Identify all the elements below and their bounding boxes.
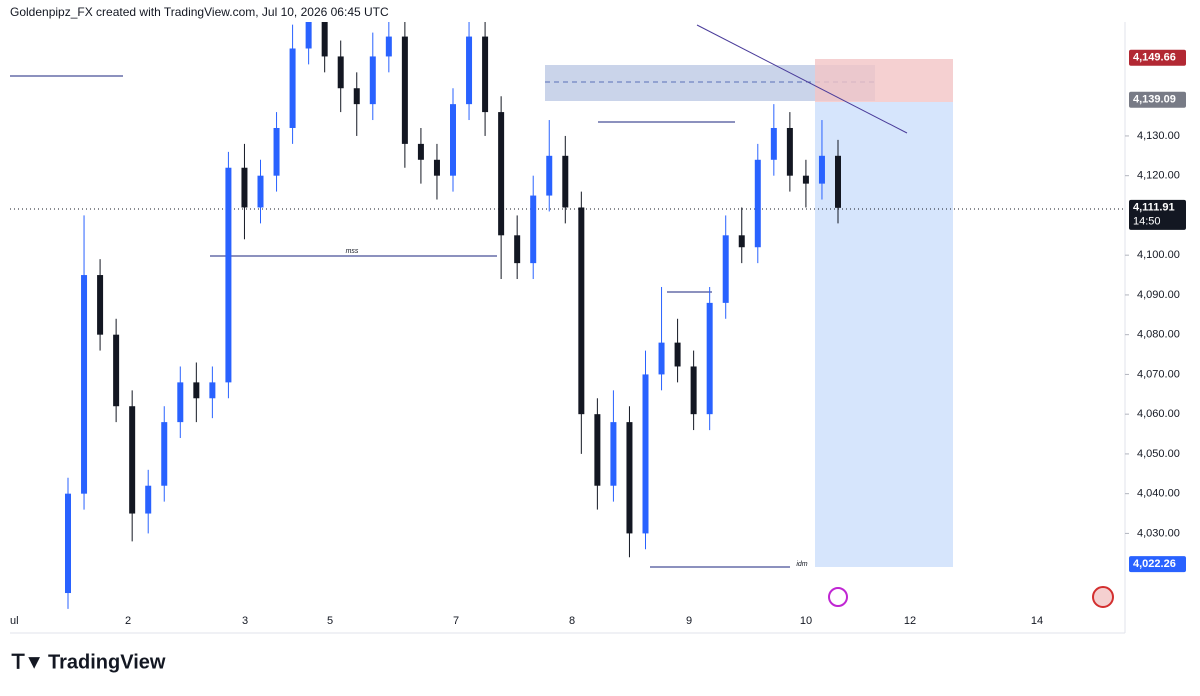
price-label-box [1129,199,1186,230]
candle-body [690,366,697,415]
price-label: 4,139.09 [1133,94,1176,106]
header-title: Goldenpipz_FX created with TradingView.c… [10,5,389,19]
price-label: 4,111.91 [1133,202,1175,214]
candle-body [193,382,200,399]
candle-body [305,22,312,49]
candle-body [466,36,473,105]
y-tick-label: 4,130.00 [1137,130,1180,142]
drawings [10,24,908,568]
y-tick-label: 4,120.00 [1137,170,1180,182]
price-label: 4,149.66 [1133,52,1176,64]
candle-body [417,143,424,160]
candle-body [97,275,104,335]
candle-body [273,127,280,176]
candle-body [321,22,328,57]
y-tick-label: 4,050.00 [1137,448,1180,460]
candle-body [610,422,617,486]
y-tick-label: 4,070.00 [1137,368,1180,380]
y-tick-label: 4,040.00 [1137,488,1180,500]
candle-body [369,56,376,105]
candle-body [337,56,344,89]
candle-body [546,155,553,196]
candle-body [562,155,569,208]
candle-body [578,207,585,415]
candle-body [289,48,296,128]
annotation: idm [796,561,807,568]
annotation: mss [346,248,359,255]
candle-body [722,235,729,303]
candle-body [113,334,120,407]
x-tick-label: 5 [327,615,333,627]
x-tick-label: 9 [686,615,692,627]
candle-body [802,175,809,184]
candle-body [754,159,761,248]
y-tick-label: 4,060.00 [1137,408,1180,420]
candle-body [257,175,264,208]
footer-logo: ꓔ▼ [11,651,44,673]
candle-body [385,36,392,57]
candle-body [530,195,537,264]
candle-body [514,235,521,264]
x-tick-label: 2 [125,615,131,627]
candle-body [209,382,216,399]
y-tick-label: 4,080.00 [1137,329,1180,341]
candle-body [129,406,136,514]
candle-body [738,235,745,248]
candles [65,22,841,609]
countdown: 14:50 [1133,216,1161,228]
y-tick-label: 4,100.00 [1137,249,1180,261]
event-icon[interactable] [828,587,848,607]
x-tick-label: 8 [569,615,575,627]
zones [545,59,953,567]
price-label-box [1129,49,1186,66]
price-label-box [1129,556,1186,573]
candle-body [161,422,168,486]
candle-body [642,374,649,534]
candle-body [450,104,456,176]
candle-body [626,422,633,534]
candle-body [658,342,665,375]
price-label: 4,022.26 [1133,558,1176,570]
x-tick-label: 10 [800,615,812,627]
x-tick-label: 3 [242,615,248,627]
candle-body [145,485,152,514]
x-tick-label: ul [10,615,19,627]
price-label-box [1129,91,1186,108]
candle-body [401,36,408,144]
candle-body [177,382,184,423]
candle-body [65,493,71,594]
candle-body [835,155,841,208]
candle-body [674,342,681,367]
footer-brand: TradingView [48,651,166,673]
x-tick-label: 14 [1031,615,1043,627]
candle-body [482,36,489,113]
candle-body [225,167,232,383]
flag-icon[interactable] [1092,586,1114,608]
candle-body [770,127,777,160]
candle-body [433,159,440,176]
candle-body [706,302,713,415]
stop-zone [815,59,953,102]
candle-body [353,88,360,105]
candle-body [818,155,825,184]
x-tick-label: 7 [453,615,459,627]
candle-body [786,127,793,176]
candle-body [594,414,601,486]
y-tick-label: 4,030.00 [1137,527,1180,539]
trend-line [696,24,908,134]
candle-body [498,112,505,236]
x-tick-label: 12 [904,615,916,627]
candle-body [81,275,88,494]
y-tick-label: 4,090.00 [1137,289,1180,301]
candle-body [241,167,248,208]
